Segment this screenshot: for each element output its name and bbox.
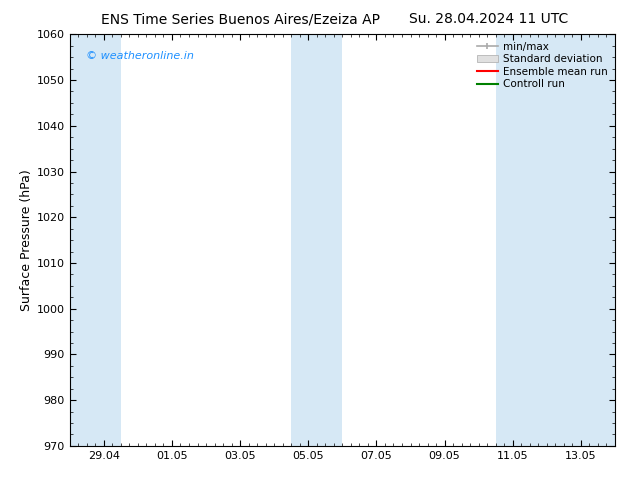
Text: Su. 28.04.2024 11 UTC: Su. 28.04.2024 11 UTC (408, 12, 568, 26)
Bar (530, 34, 615, 446)
Legend: min/max, Standard deviation, Ensemble mean run, Controll run: min/max, Standard deviation, Ensemble me… (475, 40, 610, 92)
Bar (496, 34, 530, 446)
Y-axis label: Surface Pressure (hPa): Surface Pressure (hPa) (20, 169, 32, 311)
Bar (70, 34, 121, 446)
Text: © weatheronline.in: © weatheronline.in (86, 51, 194, 61)
Bar (291, 34, 342, 446)
Text: ENS Time Series Buenos Aires/Ezeiza AP: ENS Time Series Buenos Aires/Ezeiza AP (101, 12, 380, 26)
